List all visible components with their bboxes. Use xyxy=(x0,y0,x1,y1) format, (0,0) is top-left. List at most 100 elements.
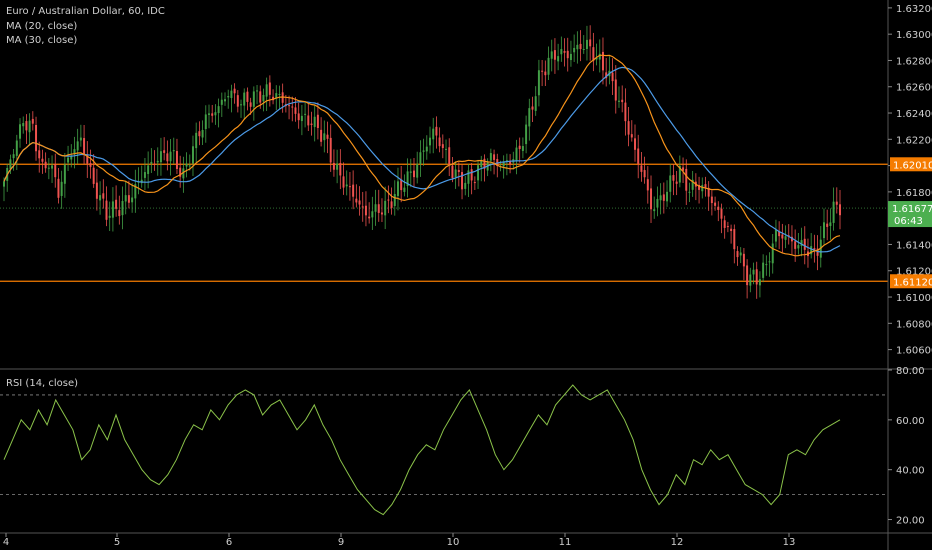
candle-body xyxy=(409,171,412,173)
candle-body xyxy=(320,129,323,142)
candle-body xyxy=(480,160,483,168)
candle-body xyxy=(826,223,829,227)
candle-body xyxy=(832,201,835,223)
candle-body xyxy=(92,167,95,184)
candle-body xyxy=(797,245,800,249)
candle-body xyxy=(755,269,758,285)
candle-body xyxy=(115,199,118,209)
candle-body xyxy=(249,102,252,107)
candle-body xyxy=(35,124,38,152)
candle-body xyxy=(656,198,659,208)
candle-body xyxy=(374,204,377,212)
candle-body xyxy=(211,113,214,116)
candle-body xyxy=(653,209,656,212)
candle-body xyxy=(390,201,393,208)
candle-body xyxy=(662,194,665,201)
candle-body xyxy=(316,114,319,129)
candle-body xyxy=(457,169,460,173)
rsi-axis[interactable]: 20.00 40.00 60.00 80.00 xyxy=(888,366,925,527)
candle-body xyxy=(377,204,380,213)
candle-body xyxy=(60,181,63,196)
candle-body xyxy=(768,261,771,263)
rsi-line xyxy=(3,384,841,516)
candle-body xyxy=(477,165,480,181)
level-price-tag xyxy=(890,274,932,289)
rsi-tick-label: 40.00 xyxy=(896,466,925,477)
candle-body xyxy=(573,47,576,53)
price-tick-label: 1.61000 xyxy=(896,293,932,304)
candle-body xyxy=(275,93,278,99)
rsi-tick-label: 20.00 xyxy=(896,516,925,527)
candle-body xyxy=(435,126,438,136)
price-tick-label: 1.60600 xyxy=(896,346,932,357)
candle-body xyxy=(733,229,736,250)
level-price-label: 1.61120 xyxy=(893,277,932,288)
candle-body xyxy=(666,191,669,202)
candle-body xyxy=(41,158,44,162)
candle-body xyxy=(544,71,547,76)
candle-body xyxy=(387,199,390,201)
candle-body xyxy=(675,181,678,184)
candle-body xyxy=(576,44,579,50)
candle-body xyxy=(73,149,76,155)
candle-body xyxy=(461,172,464,190)
candle-body xyxy=(108,215,111,218)
time-axis[interactable]: 4 5 6 9 10 11 12 13 xyxy=(0,532,932,548)
candle-body xyxy=(310,123,313,125)
ma30-line xyxy=(3,66,841,253)
ma20-line xyxy=(3,54,841,257)
candle-body xyxy=(537,70,540,96)
candle-body xyxy=(230,90,233,98)
price-tick-label: 1.63000 xyxy=(896,30,932,41)
candle-body xyxy=(224,99,227,102)
candle-body xyxy=(163,150,166,153)
candle-body xyxy=(774,229,777,242)
candle-body xyxy=(9,159,12,169)
candle-body xyxy=(134,184,137,199)
candle-body xyxy=(422,150,425,152)
candle-body xyxy=(336,163,339,170)
candle-body xyxy=(384,200,387,216)
candle-body xyxy=(70,156,73,160)
candle-body xyxy=(198,131,201,137)
candle-body xyxy=(99,195,102,201)
candle-body xyxy=(256,90,259,92)
candle-body xyxy=(127,195,130,203)
candle-body xyxy=(15,140,18,156)
candle-body xyxy=(352,184,355,197)
candle-body xyxy=(304,113,307,115)
candle-body xyxy=(150,161,153,164)
candle-body xyxy=(502,161,505,167)
candle-body xyxy=(634,138,636,150)
candle-body xyxy=(57,178,60,198)
candle-body xyxy=(509,161,512,164)
candle-body xyxy=(236,95,239,107)
candle-body xyxy=(131,197,134,203)
last-price-tag xyxy=(888,201,932,228)
candle-body xyxy=(624,102,627,122)
candle-body xyxy=(288,105,291,107)
candle-body xyxy=(297,113,300,121)
candle-body xyxy=(31,118,34,124)
time-tick-label: 4 xyxy=(3,537,9,548)
candle-body xyxy=(233,88,236,94)
candle-body xyxy=(448,147,451,165)
candle-body xyxy=(464,182,467,189)
candle-body xyxy=(339,162,342,176)
candle-body xyxy=(201,129,204,138)
candle-body xyxy=(605,72,608,79)
candle-body xyxy=(682,167,685,171)
candle-body xyxy=(118,210,121,217)
candle-body xyxy=(541,70,544,72)
candle-body xyxy=(669,175,672,192)
candle-body xyxy=(560,49,563,55)
candle-body xyxy=(425,146,428,152)
last-price-label: 1.61677 xyxy=(892,204,932,215)
candle-body xyxy=(598,53,601,60)
candle-body xyxy=(393,194,396,207)
candle-body xyxy=(813,248,816,251)
candle-body xyxy=(765,264,768,266)
candle-body xyxy=(76,141,79,151)
